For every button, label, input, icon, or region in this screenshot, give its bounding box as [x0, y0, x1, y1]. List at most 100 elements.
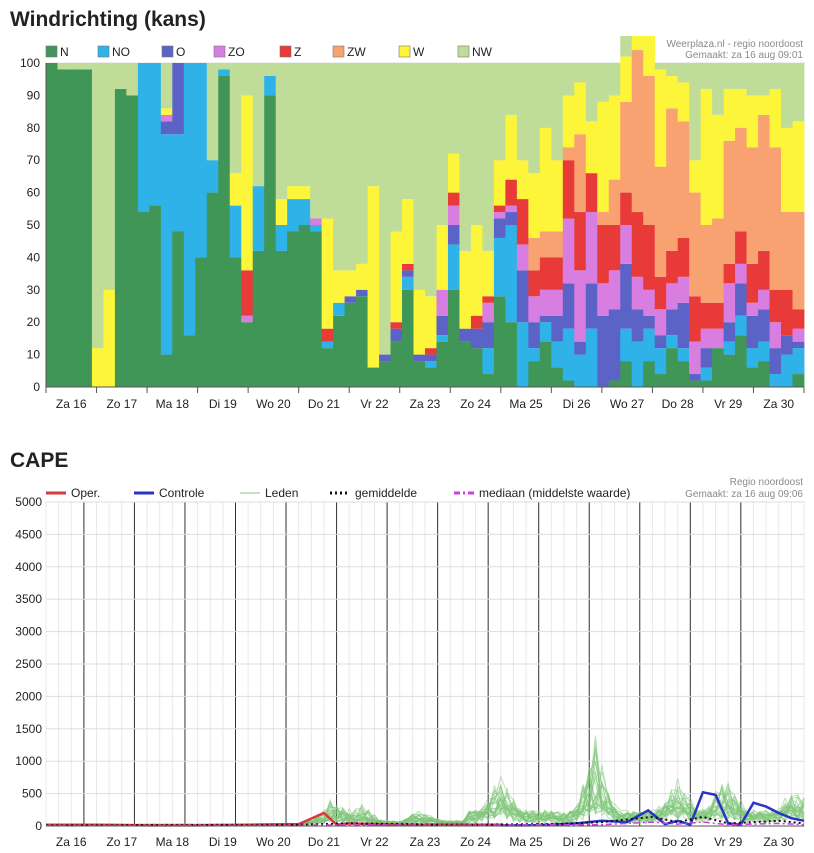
cape-x-tick-label: Di 26 — [563, 835, 591, 849]
wind-bar-segment-n — [551, 367, 564, 387]
wind-bar-segment-n — [137, 212, 150, 387]
wind-bar-segment-z — [505, 179, 518, 206]
wind-y-tick-label: 80 — [27, 121, 41, 135]
wind-bar-segment-no — [769, 374, 782, 387]
wind-bar-segment-w — [781, 127, 793, 213]
wind-bar-segment-w — [608, 95, 621, 180]
wind-bar-segment-zo — [735, 263, 747, 284]
wind-bar-segment-n — [379, 361, 391, 387]
wind-bar-segment-w — [505, 114, 518, 180]
cape-y-tick-label: 500 — [22, 787, 42, 801]
wind-made: Gemaakt: za 16 aug 09:01 — [685, 50, 803, 61]
cape-legend-label-3: gemiddelde — [355, 486, 417, 500]
wind-bar-segment-nw — [379, 63, 391, 355]
wind-bar-segment-o — [379, 354, 391, 362]
wind-x-tick-label: Za 23 — [410, 397, 441, 411]
wind-bar-segment-nw — [356, 63, 368, 264]
wind-bar-segment-zw — [608, 179, 621, 225]
wind-bar-segment-no — [758, 341, 770, 362]
wind-bar-segment-nw — [781, 63, 793, 128]
wind-bar-segment-z — [585, 173, 598, 213]
wind-bar-segment-n — [712, 348, 724, 387]
wind-bar-segment-w — [539, 127, 552, 232]
wind-bar-segment-zw — [712, 218, 724, 303]
wind-bar-segment-no — [149, 63, 162, 206]
wind-bar-segment-w — [241, 95, 254, 271]
wind-bar-segment-n — [459, 341, 472, 387]
wind-bar-segment-z — [241, 270, 254, 316]
wind-bar-segment-nw — [758, 63, 770, 96]
wind-bars — [46, 36, 805, 388]
wind-bar-segment-zw — [643, 75, 656, 226]
wind-bar-segment-w — [620, 56, 633, 102]
wind-bar-segment-zo — [310, 218, 323, 225]
wind-bar-segment-n — [321, 348, 334, 387]
wind-x-tick-label: Zo 17 — [106, 397, 137, 411]
wind-bar-segment-zw — [769, 147, 782, 290]
wind-bar-segment-w — [402, 199, 414, 264]
wind-bar-segment-zw — [620, 101, 633, 193]
cape-x-tick-label: Ma 25 — [509, 835, 543, 849]
wind-bar-segment-nw — [528, 63, 541, 174]
wind-x-tick-label: Ma 18 — [156, 397, 190, 411]
wind-bar-segment-no — [735, 315, 747, 336]
wind-bar-segment-nw — [80, 63, 93, 70]
wind-bar-segment-w — [160, 108, 173, 115]
wind-bar-segment-n — [241, 322, 254, 387]
wind-bar-segment-no — [746, 348, 759, 368]
wind-bar-segment-zo — [643, 289, 656, 316]
wind-direction-chart: 0 10 20 30 40 50 60 70 80 90 100 Za 16 Zo 17 Ma 18 Di … — [20, 36, 805, 411]
wind-bar-segment-no — [585, 328, 598, 387]
wind-bar-segment-n — [68, 69, 81, 388]
wind-bar-segment-w — [666, 75, 679, 109]
wind-bar-segment-nw — [252, 63, 265, 187]
wind-bar-segment-n — [562, 380, 575, 387]
wind-bar-segment-zo — [493, 212, 506, 219]
wind-bar-segment-nw — [390, 63, 403, 232]
cape-made: Gemaakt: za 16 aug 09:06 — [685, 489, 803, 500]
wind-bar-segment-nw — [608, 63, 621, 96]
wind-bar-segment-w — [390, 231, 403, 323]
wind-bar-segment-o — [781, 335, 793, 355]
wind-bar-segment-zo — [562, 218, 575, 284]
wind-bar-segment-zo — [677, 276, 690, 303]
wind-bar-segment-w — [436, 225, 449, 290]
cape-x-tick-label: Wo 27 — [610, 835, 645, 849]
wind-bar-segment-n — [46, 63, 58, 387]
wind-bar-segment-zw — [574, 134, 587, 213]
wind-bar-segment-o — [643, 315, 656, 329]
wind-bar-segment-n — [689, 380, 702, 387]
wind-bar-segment-z — [539, 257, 552, 290]
cape-y-tick-label: 3000 — [15, 625, 42, 639]
wind-bar-segment-w — [229, 173, 242, 206]
wind-bar-segment-n — [252, 250, 265, 387]
wind-bar-segment-z — [689, 296, 702, 342]
wind-bar-segment-n — [413, 361, 426, 387]
wind-axes: 0 10 20 30 40 50 60 70 80 90 100 Za 16 Zo 17 Ma 18 Di … — [20, 56, 805, 411]
wind-bar-segment-w — [103, 289, 116, 387]
wind-bar-segment-nw — [505, 63, 518, 115]
wind-bar-segment-o — [654, 335, 667, 349]
wind-bar-segment-nw — [413, 63, 426, 290]
wind-bar-segment-zo — [482, 302, 495, 323]
wind-bar-segment-n — [356, 296, 368, 387]
wind-bar-segment-z — [608, 225, 621, 271]
legend-swatch-n — [45, 45, 58, 58]
wind-bar-segment-nw — [723, 63, 736, 89]
wind-bar-segment-no — [528, 348, 541, 362]
cape-legend-label-2: Leden — [265, 486, 298, 500]
cape-y-tick-label: 2500 — [15, 657, 42, 671]
wind-bar-segment-w — [459, 250, 472, 329]
wind-bar-segment-o — [413, 354, 426, 362]
wind-bar-segment-n — [344, 302, 357, 387]
cape-x-tick-label: Vr 22 — [360, 835, 389, 849]
wind-bar-segment-nw — [218, 63, 231, 70]
cape-x-tick-label: Vr 29 — [714, 835, 743, 849]
wind-bar-segment-nw — [585, 63, 598, 122]
wind-source: Weerplaza.nl - regio noordoost — [666, 39, 803, 50]
wind-y-tick-label: 90 — [27, 88, 41, 102]
wind-bar-segment-zw — [666, 108, 679, 251]
wind-bar-segment-w — [528, 173, 541, 238]
wind-bar-segment-nw — [275, 63, 288, 200]
wind-bar-segment-nw — [425, 63, 437, 297]
